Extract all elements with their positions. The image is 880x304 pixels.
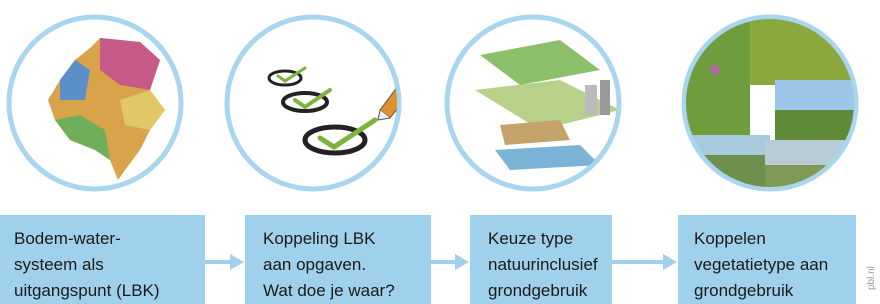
map-illustration: [9, 17, 181, 189]
step-text: uitgangspunt (LBK): [14, 281, 160, 300]
step-text: Bodem-water-: [14, 229, 121, 248]
step-text: vegetatietype aan: [694, 255, 828, 274]
step-text: Keuze type: [488, 229, 573, 248]
vegetation-photos: [680, 15, 860, 195]
step-text: Wat doe je waar?: [263, 281, 395, 300]
checklist-illustration: [227, 17, 420, 189]
step-text: grondgebruik: [694, 281, 794, 300]
diagram: Bodem-water-systeem als uitgangspunt (LBK…: [0, 0, 880, 304]
step-text: systeem als: [14, 255, 104, 274]
step-text: grondgebruik: [488, 281, 588, 300]
landscape-illustration: [447, 17, 620, 189]
credit: pbl.nl: [866, 266, 877, 290]
step-text: Koppelen: [694, 229, 766, 248]
step-text: natuurinclusief: [488, 255, 598, 274]
step-text: Koppeling LBK: [263, 229, 376, 248]
step-text: aan opgaven.: [263, 255, 366, 274]
